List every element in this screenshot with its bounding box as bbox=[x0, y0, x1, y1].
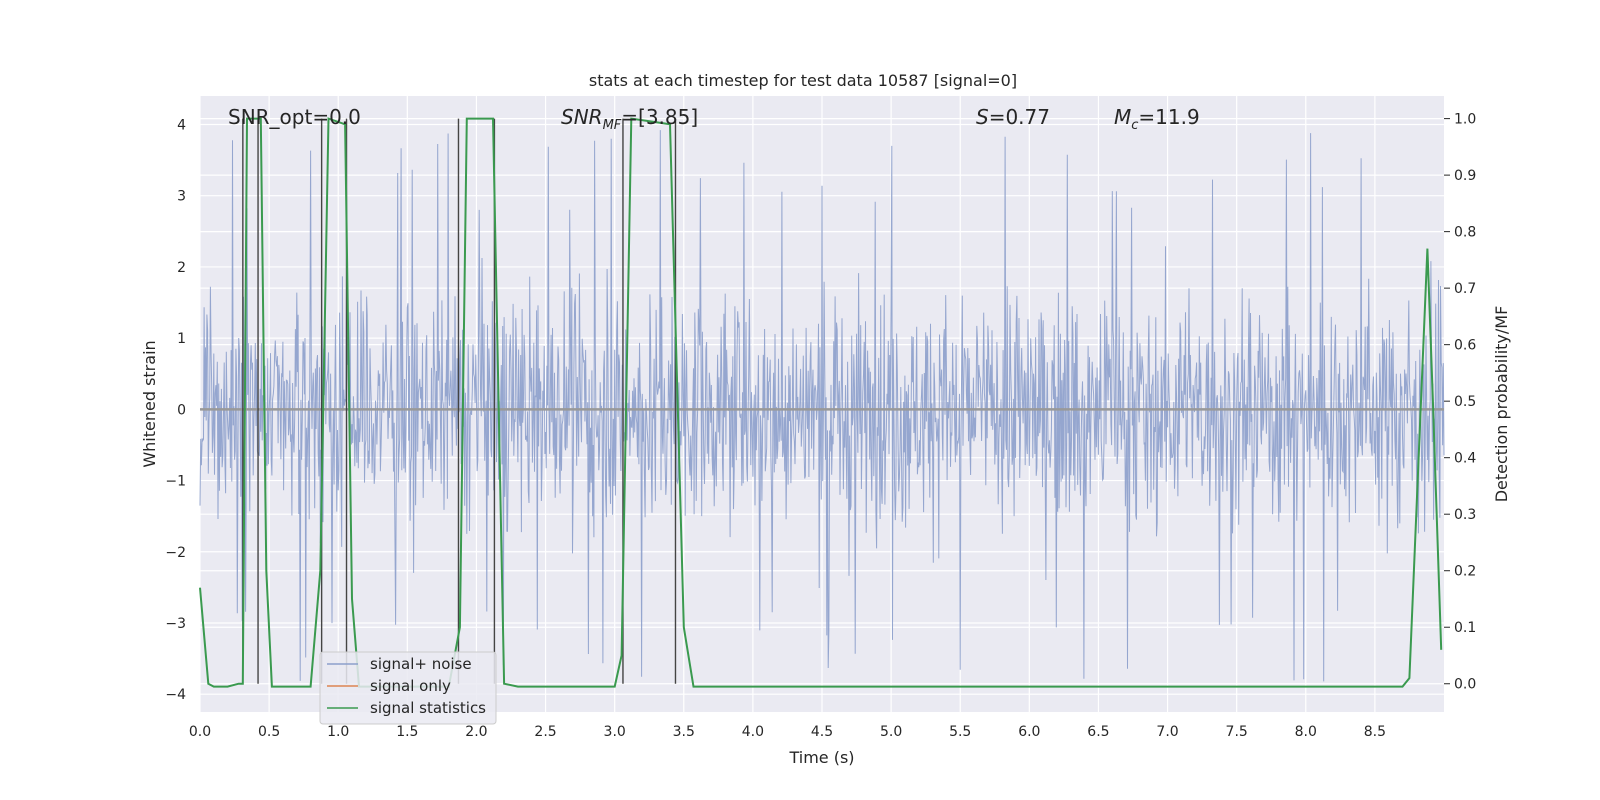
x-tick-label-16: 8.0 bbox=[1295, 724, 1317, 740]
y-left-tick-label-8: 4 bbox=[177, 117, 186, 133]
legend-box bbox=[319, 651, 497, 725]
y-right-tick-label-8: 0.8 bbox=[1454, 225, 1476, 241]
signal-statistics-series bbox=[199, 117, 1443, 688]
annotations: SNR_opt=0.0 SNRMF=[3.85] S=0.77 Mc=11.9 bbox=[228, 105, 1200, 133]
x-tick-label-9: 4.5 bbox=[811, 724, 833, 740]
x-tick-label-5: 2.5 bbox=[534, 724, 556, 740]
y-right-tick-label-9: 0.9 bbox=[1454, 168, 1476, 184]
annotation-snr-mf: SNRMF=[3.85] bbox=[561, 105, 698, 133]
x-tick-label-10: 5.0 bbox=[880, 724, 902, 740]
x-axis-ticks: 0.0 0.5 1.0 1.5 2.0 2.5 3.0 3.5 4.0 4.5 5.0 5.5 6.0 6… bbox=[189, 724, 1386, 740]
x-tick-label-13: 6.5 bbox=[1087, 724, 1109, 740]
annotation-mc: Mc=11.9 bbox=[1114, 105, 1200, 133]
x-tick-label-3: 1.5 bbox=[396, 724, 418, 740]
noise-line bbox=[199, 130, 1445, 682]
y-left-tick-label-2: −2 bbox=[165, 545, 186, 561]
annotation-s: S=0.77 bbox=[976, 105, 1050, 129]
x-axis-label: Time (s) bbox=[788, 748, 854, 767]
x-tick-label-8: 4.0 bbox=[742, 724, 764, 740]
x-tick-label-14: 7.0 bbox=[1156, 724, 1178, 740]
y-left-tick-label-1: −3 bbox=[165, 616, 186, 632]
y-right-tick-label-5: 0.5 bbox=[1454, 394, 1476, 410]
x-tick-label-15: 7.5 bbox=[1226, 724, 1248, 740]
y-right-tick-label-0: 0.0 bbox=[1454, 677, 1476, 693]
y-right-tick-label-6: 0.6 bbox=[1454, 338, 1476, 354]
legend-label-signal: signal only bbox=[370, 677, 451, 695]
y-right-tick-label-2: 0.2 bbox=[1454, 564, 1476, 580]
x-tick-label-7: 3.5 bbox=[673, 724, 695, 740]
chart-title: stats at each timestep for test data 105… bbox=[589, 71, 1017, 90]
x-tick-label-2: 1.0 bbox=[327, 724, 349, 740]
x-tick-label-1: 0.5 bbox=[258, 724, 280, 740]
y-left-axis-label: Whitened strain bbox=[140, 340, 159, 467]
y-right-tick-label-3: 0.3 bbox=[1454, 507, 1476, 523]
annotation-snr-opt: SNR_opt=0.0 bbox=[228, 105, 361, 129]
signal-noise-series bbox=[199, 130, 1445, 682]
x-tick-label-12: 6.0 bbox=[1018, 724, 1040, 740]
y-left-tick-label-0: −4 bbox=[165, 687, 186, 703]
y-left-tick-label-3: −1 bbox=[165, 474, 186, 490]
y-left-tick-label-5: 1 bbox=[177, 331, 186, 347]
y-left-tick-label-6: 2 bbox=[177, 260, 186, 276]
x-tick-label-11: 5.5 bbox=[949, 724, 971, 740]
y-right-axis-label: Detection probability/MF bbox=[1492, 306, 1511, 503]
legend-label-stats: signal statistics bbox=[370, 699, 486, 717]
y-right-tick-label-4: 0.4 bbox=[1454, 451, 1476, 467]
y-left-axis-ticks: −4 −3 −2 −1 0 1 2 3 4 bbox=[165, 117, 186, 703]
x-tick-label-17: 8.5 bbox=[1364, 724, 1386, 740]
x-tick-label-6: 3.0 bbox=[604, 724, 626, 740]
y-right-axis-ticks: 0.0 0.1 0.2 0.3 0.4 0.5 0.6 0.7 0.8 0.9 1.0 bbox=[1444, 112, 1476, 693]
x-tick-label-4: 2.0 bbox=[465, 724, 487, 740]
trigger-lines bbox=[242, 118, 677, 684]
x-tick-label-0: 0.0 bbox=[189, 724, 211, 740]
legend-label-noise: signal+ noise bbox=[370, 655, 472, 673]
y-right-tick-label-10: 1.0 bbox=[1454, 112, 1476, 128]
stats-line bbox=[199, 117, 1443, 688]
y-right-tick-label-7: 0.7 bbox=[1454, 281, 1476, 297]
y-left-tick-label-7: 3 bbox=[177, 189, 186, 205]
y-right-tick-label-1: 0.1 bbox=[1454, 620, 1476, 636]
legend: signal+ noise signal only signal statist… bbox=[319, 651, 497, 725]
y-left-tick-label-4: 0 bbox=[177, 402, 186, 418]
